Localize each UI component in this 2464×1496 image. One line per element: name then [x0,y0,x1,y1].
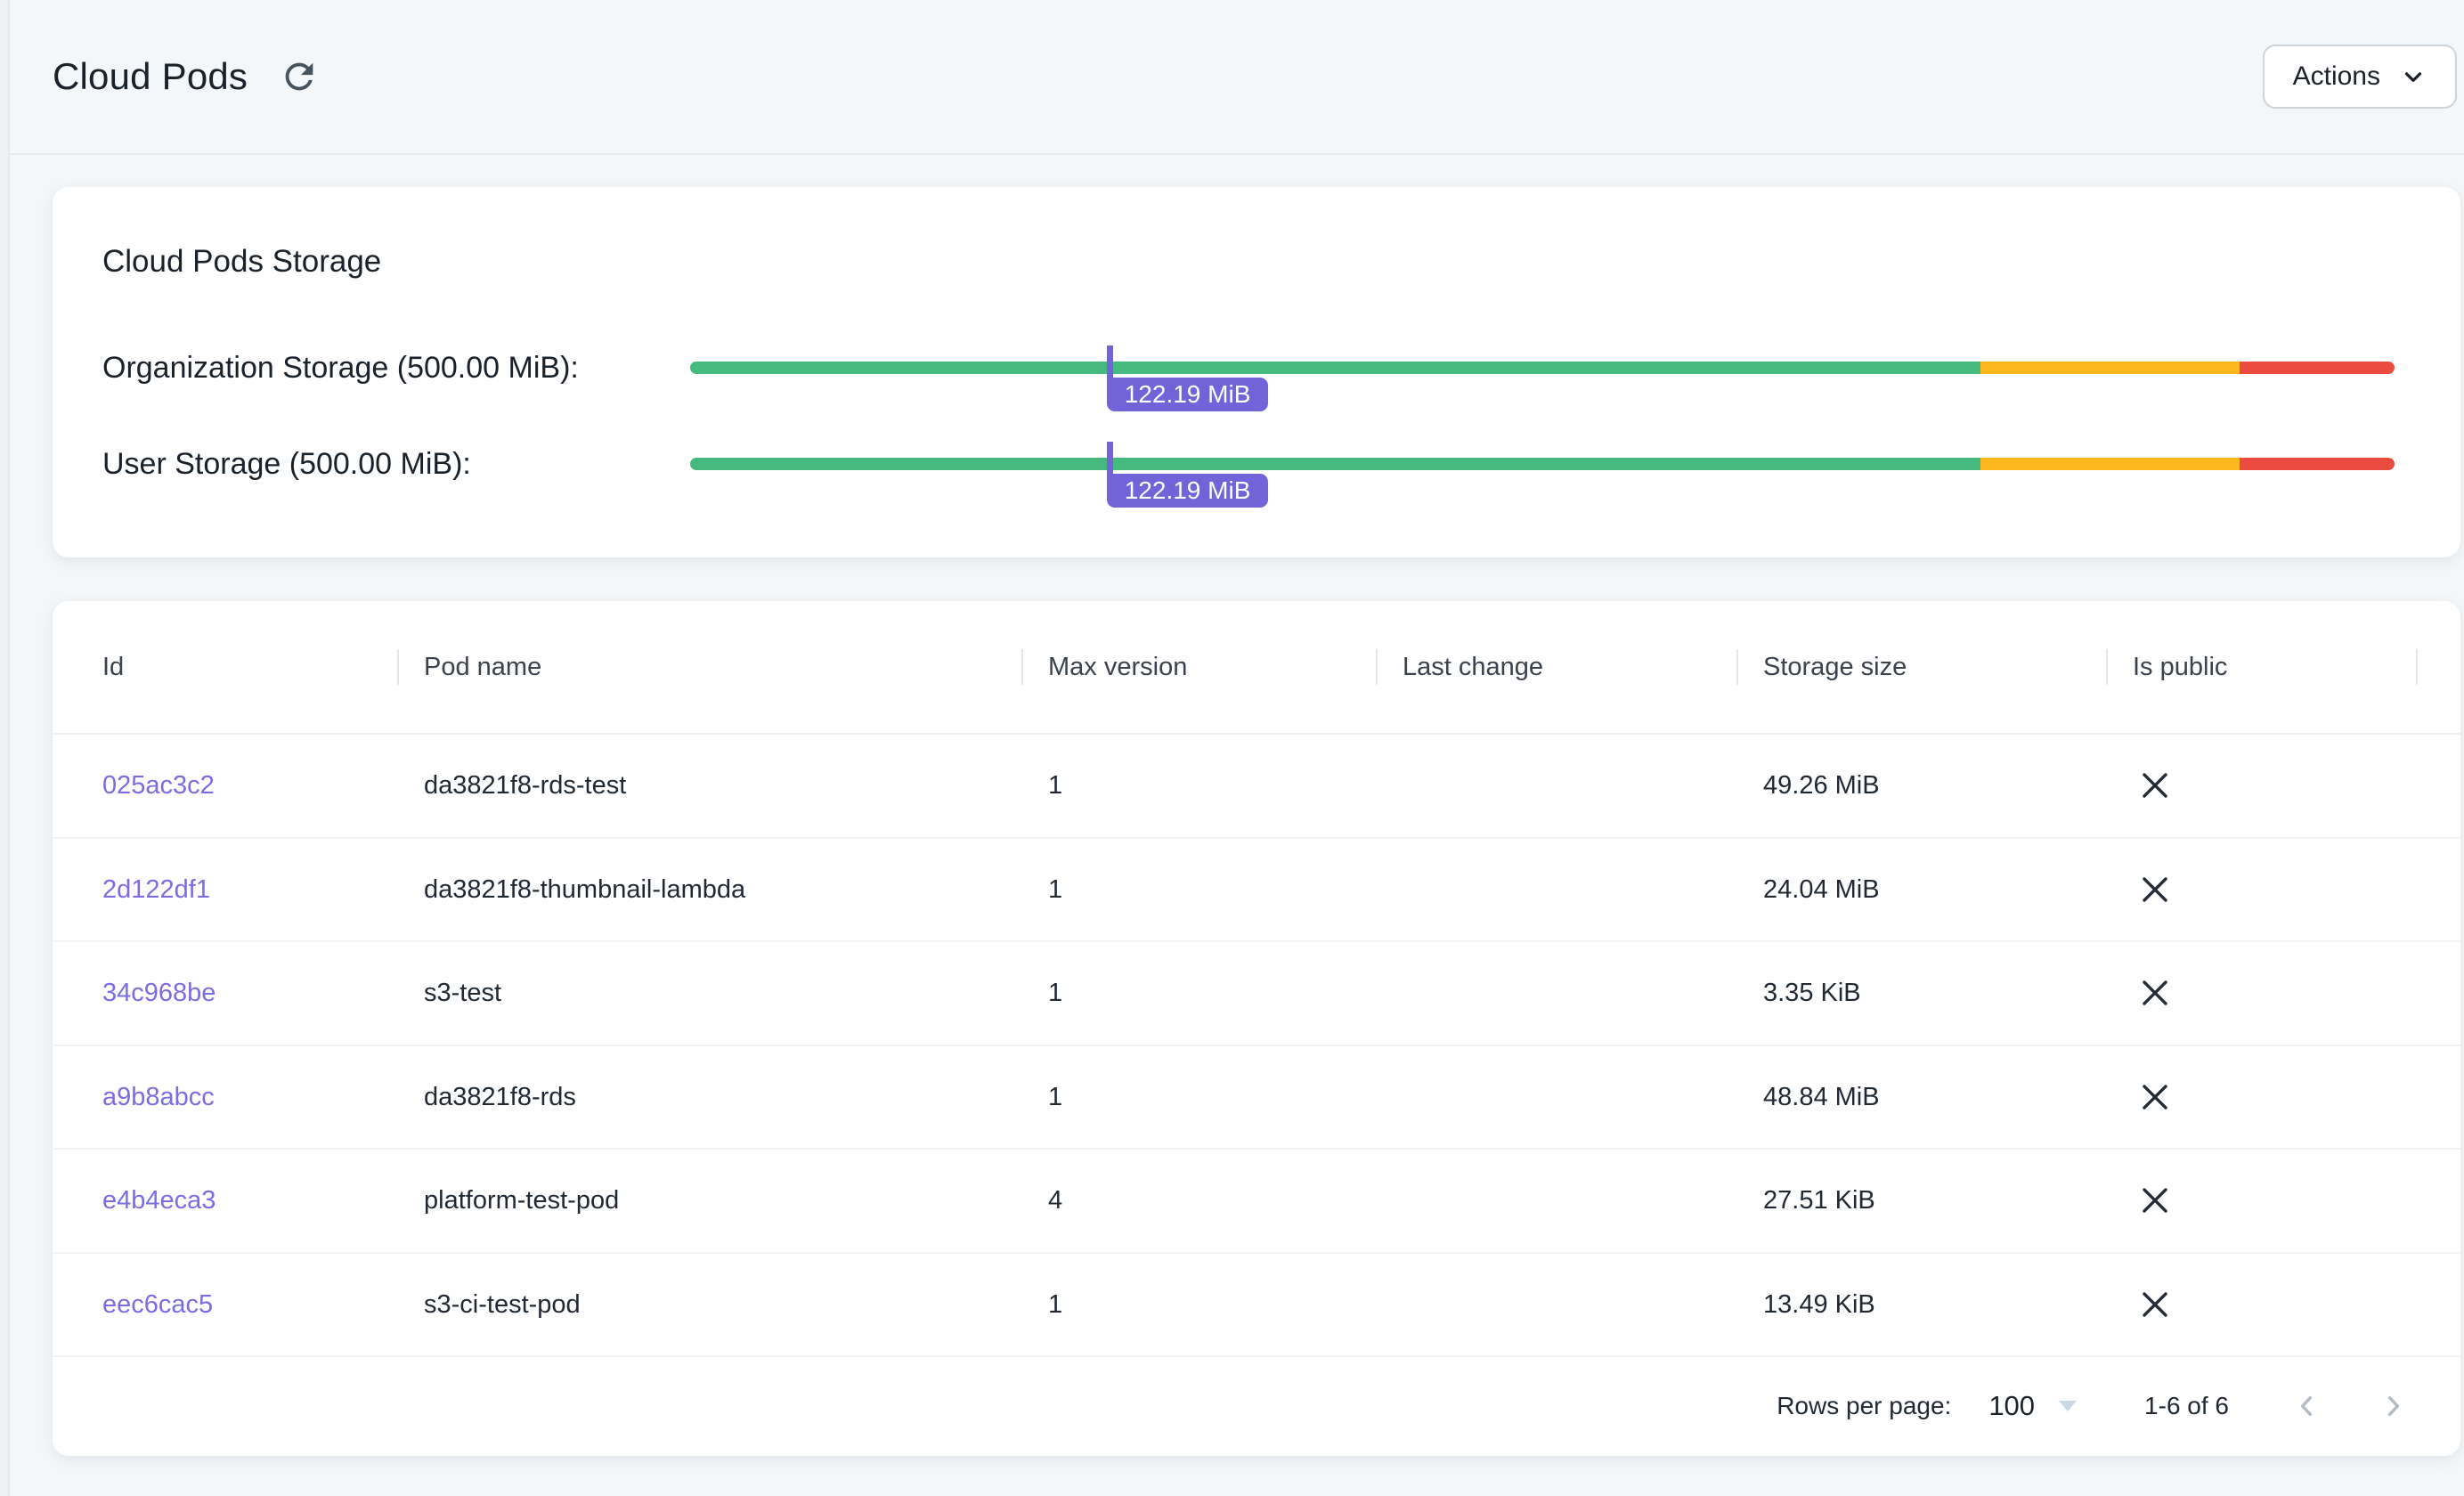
gauge-green-segment [690,362,1980,374]
cell-is-public [2106,868,2418,911]
pod-id-link[interactable]: 2d122df1 [102,874,210,904]
cell-pod-name: da3821f8-thumbnail-lambda [424,874,746,904]
cell-is-public [2106,1076,2418,1118]
gauge-red-segment [2239,458,2395,470]
not-public-icon [2133,1179,2418,1222]
cell-max-version: 4 [1048,1186,1063,1216]
chevron-right-icon [2379,1392,2407,1420]
cell-is-public [2106,972,2418,1014]
cell-pod-name: da3821f8-rds-test [424,771,627,801]
pod-id-link[interactable]: 025ac3c2 [102,771,215,801]
table-row: eec6cac5 s3-ci-test-pod 1 13.49 KiB [53,1254,2460,1357]
column-header-pod-name[interactable]: Pod name [397,651,1021,683]
cell-storage-size: 27.51 KiB [1763,1186,1875,1216]
next-page-button[interactable] [2368,1381,2418,1431]
usage-tooltip: 122.19 MiB [1106,378,1269,411]
cloud-pods-table-card: Id Pod name Max version Last change Stor… [53,601,2460,1456]
cell-id: 2d122df1 [102,874,397,906]
gauge-red-segment [2239,362,2395,374]
usage-tooltip: 122.19 MiB [1106,474,1269,508]
chevron-down-icon [2400,63,2427,90]
pagination-bar: Rows per page: 100 1-6 of 6 [53,1357,2460,1454]
gauge-amber-segment [1980,362,2240,374]
cell-max-version: 1 [1048,1082,1063,1111]
usage-marker-line [1106,442,1113,474]
cell-id: 025ac3c2 [102,769,397,801]
cell-max-version: 1 [1048,771,1063,801]
table-row: e4b4eca3 platform-test-pod 4 27.51 KiB [53,1150,2460,1254]
cell-storage-size: 3.35 KiB [1763,979,1861,1008]
cell-storage-size: 49.26 MiB [1763,771,1880,801]
cell-storage-size: 13.49 KiB [1763,1289,1875,1319]
rows-per-page-select[interactable]: 100 [1988,1390,2078,1422]
actions-button[interactable]: Actions [2262,45,2457,109]
not-public-icon [2133,972,2418,1014]
pod-id-link[interactable]: a9b8abcc [102,1082,215,1111]
previous-page-button[interactable] [2282,1381,2332,1431]
refresh-button[interactable] [274,52,324,102]
rows-per-page-value: 100 [1988,1389,2036,1421]
cell-id: a9b8abcc [102,1081,397,1113]
cell-is-public [2106,764,2418,807]
cell-pod-name: platform-test-pod [424,1186,620,1216]
not-public-icon [2133,1283,2418,1326]
usage-marker: 122.19 MiB [1106,442,1269,508]
user-storage-label: User Storage (500.00 MiB): [102,447,471,481]
not-public-icon [2133,868,2418,911]
pod-id-link[interactable]: 34c968be [102,979,216,1008]
column-header-id[interactable]: Id [102,653,125,681]
rows-per-page-label: Rows per page: [1777,1391,1952,1419]
cell-id: e4b4eca3 [102,1184,397,1216]
cell-storage-size: 48.84 MiB [1763,1082,1880,1111]
cell-id: 34c968be [102,977,397,1009]
user-storage-gauge: 122.19 MiB [690,442,2395,508]
page-range-label: 1-6 of 6 [2144,1391,2229,1419]
usage-marker: 122.19 MiB [1106,346,1269,411]
cell-pod-name: da3821f8-rds [424,1082,576,1111]
storage-card: Cloud Pods Storage Organization Storage … [53,187,2460,557]
not-public-icon [2133,764,2418,807]
refresh-icon [279,56,320,97]
gauge-amber-segment [1980,458,2240,470]
table-body: 025ac3c2 da3821f8-rds-test 1 49.26 MiB 2… [53,735,2460,1357]
cell-pod-name: s3-test [424,979,502,1008]
cell-storage-size: 24.04 MiB [1763,874,1880,904]
column-header-last-change[interactable]: Last change [1376,651,1736,683]
organization-storage-label: Organization Storage (500.00 MiB): [102,351,579,385]
page-title: Cloud Pods [53,55,248,97]
cell-max-version: 1 [1048,1289,1063,1319]
actions-button-label: Actions [2292,61,2380,91]
table-row: 2d122df1 da3821f8-thumbnail-lambda 1 24.… [53,839,2460,942]
cell-max-version: 1 [1048,979,1063,1008]
chevron-left-icon [2293,1392,2322,1420]
user-storage-row: User Storage (500.00 MiB): 122.19 MiB [53,442,2460,508]
cell-is-public [2106,1179,2418,1222]
storage-card-title: Cloud Pods Storage [102,244,382,279]
column-header-storage-size[interactable]: Storage size [1736,651,2106,683]
gauge-track [690,362,2395,374]
pod-id-link[interactable]: eec6cac5 [102,1289,214,1319]
left-window-edge [0,0,10,1496]
column-header-max-version[interactable]: Max version [1021,651,1376,683]
table-row: 34c968be s3-test 1 3.35 KiB [53,942,2460,1046]
cell-pod-name: s3-ci-test-pod [424,1289,581,1319]
organization-storage-gauge: 122.19 MiB [690,346,2395,411]
dropdown-arrow-icon [2058,1400,2078,1412]
organization-storage-row: Organization Storage (500.00 MiB): 122.1… [53,346,2460,411]
table-header-row: Id Pod name Max version Last change Stor… [53,601,2460,735]
column-header-is-public[interactable]: Is public [2106,651,2418,683]
cell-is-public [2106,1283,2418,1326]
gauge-green-segment [690,458,1980,470]
table-row: a9b8abcc da3821f8-rds 1 48.84 MiB [53,1046,2460,1150]
top-header: Cloud Pods Actions [10,0,2464,155]
cell-max-version: 1 [1048,874,1063,904]
not-public-icon [2133,1076,2418,1118]
pod-id-link[interactable]: e4b4eca3 [102,1186,216,1216]
usage-marker-line [1106,346,1113,378]
gauge-track [690,458,2395,470]
table-row: 025ac3c2 da3821f8-rds-test 1 49.26 MiB [53,735,2460,839]
cell-id: eec6cac5 [102,1289,397,1321]
